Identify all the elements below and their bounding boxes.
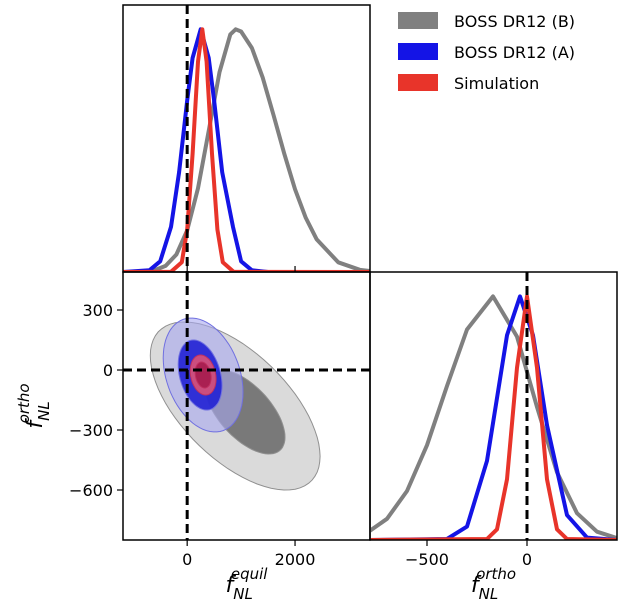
legend-swatch bbox=[398, 74, 438, 91]
legend-swatch bbox=[398, 43, 438, 60]
label-sub: NL bbox=[35, 401, 53, 421]
y-tick-label: −600 bbox=[69, 481, 113, 500]
axis-label: fNL equil bbox=[226, 565, 269, 603]
x-tick-label: 0 bbox=[522, 550, 532, 569]
frame bbox=[369, 271, 618, 541]
label-sup: ortho bbox=[476, 565, 516, 583]
label-base: f bbox=[226, 573, 237, 598]
y-tick-label: 0 bbox=[103, 361, 113, 380]
y-tick-label: 300 bbox=[82, 301, 113, 320]
x-tick-label: −500 bbox=[405, 550, 449, 569]
density-curve bbox=[123, 27, 370, 272]
label-sup: ortho bbox=[15, 383, 33, 423]
label-sub: NL bbox=[233, 585, 253, 603]
panel bbox=[123, 272, 370, 540]
density-curve bbox=[123, 27, 370, 272]
x-tick-label: 0 bbox=[182, 550, 192, 569]
label-sub: NL bbox=[479, 585, 499, 603]
panel bbox=[370, 272, 617, 540]
label-sup: equil bbox=[231, 565, 268, 583]
density-curve bbox=[370, 294, 617, 540]
label-base: f bbox=[471, 573, 482, 598]
axis-label: fNLortho bbox=[15, 383, 53, 428]
panel bbox=[123, 5, 370, 272]
density-curve bbox=[123, 27, 370, 272]
legend-label: Simulation bbox=[454, 74, 539, 93]
legend-swatch bbox=[398, 12, 438, 29]
frame bbox=[122, 4, 371, 273]
label-base: f bbox=[23, 418, 48, 429]
x-tick-label: 2000 bbox=[275, 550, 316, 569]
axis-label: fNL ortho bbox=[471, 565, 516, 603]
y-tick-label: −300 bbox=[69, 421, 113, 440]
density-curve bbox=[370, 294, 617, 540]
density-curve bbox=[370, 294, 617, 540]
legend-label: BOSS DR12 (A) bbox=[454, 43, 575, 62]
legend-label: BOSS DR12 (B) bbox=[454, 12, 575, 31]
